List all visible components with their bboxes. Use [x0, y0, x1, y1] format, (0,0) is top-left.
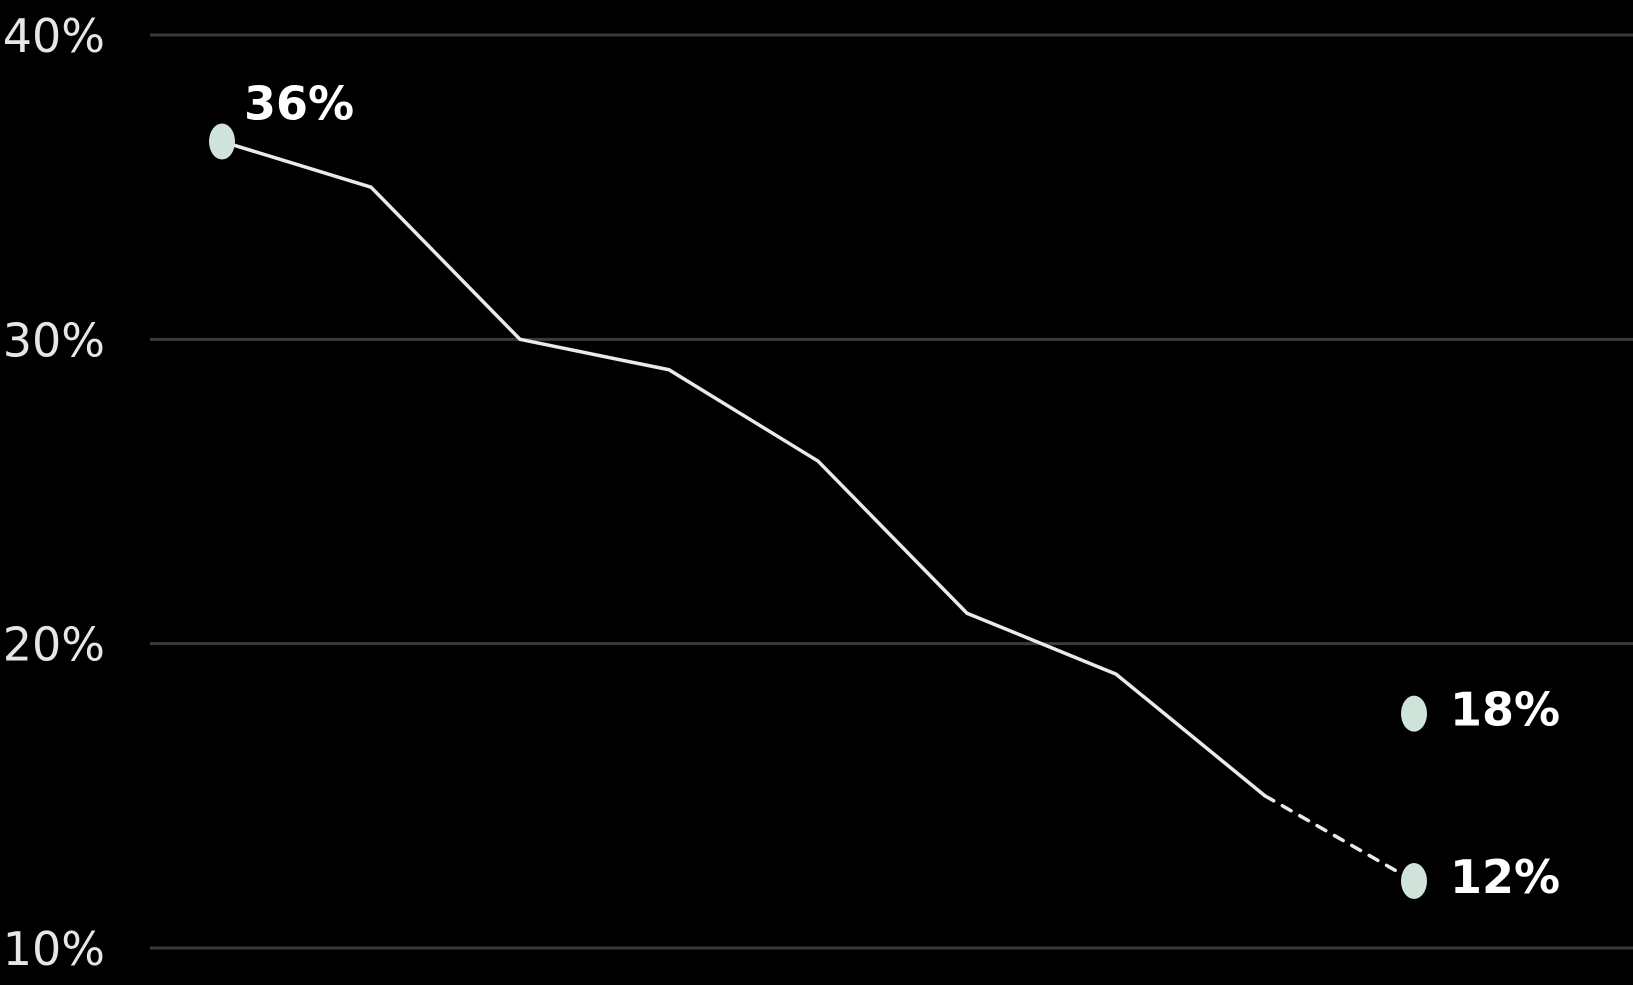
series-lines [220, 139, 1416, 883]
data-label: 18% [1450, 683, 1560, 737]
y-axis-tick-labels: 40% 30% 20% 10% [3, 9, 105, 976]
data-point-marker [1401, 695, 1427, 732]
data-points [209, 123, 1427, 900]
series-line-solid [220, 139, 1267, 798]
data-label: 12% [1450, 850, 1560, 904]
gridlines [150, 33, 1633, 950]
data-point-marker [209, 123, 235, 160]
y-tick-label: 20% [3, 618, 105, 672]
data-labels: 36% 18% 12% [244, 77, 1560, 905]
y-tick-label: 40% [3, 9, 105, 63]
data-point-marker [1401, 863, 1427, 900]
y-tick-label: 30% [3, 313, 105, 367]
y-tick-label: 10% [3, 922, 105, 976]
data-label: 36% [244, 77, 354, 131]
series-line-dashed [1263, 794, 1416, 883]
